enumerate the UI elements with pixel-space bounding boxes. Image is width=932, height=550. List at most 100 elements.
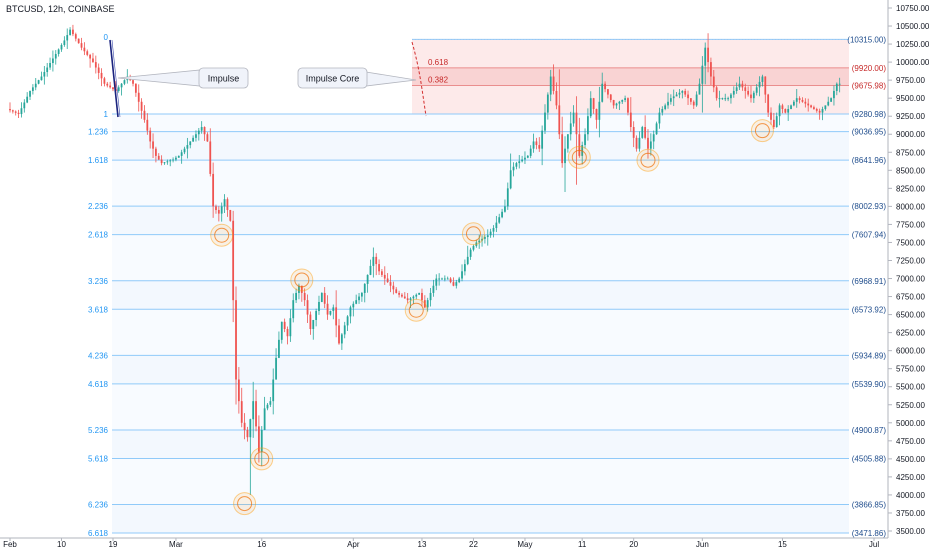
candle-body [698, 83, 701, 95]
candles [9, 24, 841, 495]
candle-body [80, 43, 83, 48]
retracement-arc [411, 41, 427, 117]
fib-bands [112, 113, 849, 534]
price-tick-label: 7250.00 [896, 256, 925, 265]
candle-body [775, 116, 778, 128]
candle-body [89, 54, 92, 59]
candle-body [575, 112, 578, 135]
candle-body [372, 256, 375, 266]
candle-body [37, 80, 40, 84]
circled-point-halo [567, 145, 591, 169]
candle-body [472, 246, 475, 250]
candle-body [392, 285, 395, 290]
candle-body [710, 62, 712, 77]
candle-body [255, 401, 257, 427]
fib-ratio-label: 2.236 [88, 202, 109, 211]
price-tick-label: 9250.00 [896, 112, 925, 121]
candle-body [592, 98, 595, 109]
candle-body [103, 78, 106, 84]
candle-body [363, 283, 366, 293]
candle-body [518, 161, 521, 164]
candle-body [764, 76, 767, 95]
candle-body [286, 329, 289, 337]
candle-body [432, 285, 435, 293]
fib-band [112, 355, 849, 384]
fib-ratio-label: 3.236 [88, 277, 109, 286]
price-tick-label: 4000.00 [896, 491, 925, 500]
price-axis[interactable]: 10750.00 10500.00 10250.00 10000.00 9750.00 9… [887, 0, 930, 538]
candle-body [455, 282, 458, 286]
candle-body [197, 130, 200, 135]
price-tick-label: 7750.00 [896, 220, 925, 229]
candle-body [295, 292, 297, 301]
price-tick-label: 4500.00 [896, 455, 925, 464]
candle-body [23, 102, 26, 109]
circled-point-halo [290, 268, 314, 292]
candle-body [163, 162, 166, 164]
candle-body [587, 116, 589, 135]
circled-point-halo [210, 223, 234, 247]
candle-body [652, 134, 655, 142]
fib-value-label: (6573.92) [852, 305, 887, 314]
circled-points [210, 119, 774, 516]
impulse-leg-shadow [111, 39, 121, 118]
price-tick-label: 7500.00 [896, 238, 925, 247]
price-tick-label: 9000.00 [896, 130, 925, 139]
time-axis[interactable]: Feb 10 19 Mar 16 Apr 13 22 May 11 20 Jun 15 Jul [0, 537, 888, 549]
candle-body [109, 85, 112, 88]
circled-point-ring [254, 451, 270, 467]
time-tick-label: 22 [469, 540, 478, 549]
circled-point-halo [404, 298, 428, 322]
candle-body [166, 161, 169, 163]
candle-body [730, 94, 732, 99]
circled-point-halo [636, 148, 660, 172]
candle-body [349, 307, 352, 317]
fib-band [112, 131, 849, 161]
candle-body [318, 301, 320, 311]
candle-body [598, 101, 601, 120]
candle-body [369, 265, 372, 275]
candle-body [398, 292, 400, 295]
candle-body [209, 141, 212, 174]
fib-band [112, 309, 849, 356]
fib-ratio-label: 6.236 [88, 501, 109, 510]
fib-value-label: (10315.00) [847, 35, 886, 44]
candle-body [92, 58, 94, 63]
candle-body [758, 81, 761, 88]
impulse-core-callout-box [297, 67, 368, 89]
candle-body [835, 83, 838, 91]
price-tick-label: 4750.00 [896, 437, 925, 446]
candle-body [692, 101, 695, 106]
candle-body [406, 298, 409, 301]
candle-body [690, 98, 692, 102]
candle-body [569, 123, 572, 135]
candle-body [389, 282, 392, 286]
candle-body [386, 278, 389, 283]
candle-body [747, 90, 750, 95]
candle-body [578, 134, 581, 156]
candle-body [446, 278, 449, 280]
candle-body [544, 112, 546, 131]
impulse-callout-box [198, 67, 249, 89]
retracement-ratio-label: 0.618 [428, 58, 449, 67]
fib-ratio-label: 6.618 [88, 529, 109, 538]
candle-body [346, 316, 349, 326]
candle-body [515, 163, 518, 167]
candle-body [675, 94, 678, 97]
candle-body [300, 285, 303, 293]
candle-body [478, 240, 481, 243]
price-tick-label: 3500.00 [896, 527, 925, 536]
candle-body [638, 137, 641, 149]
fib-band [112, 160, 849, 207]
candle-body [86, 51, 89, 55]
candle-body [292, 300, 295, 319]
candle-body [323, 292, 326, 304]
candle-body [60, 44, 63, 50]
candle-body [761, 76, 764, 82]
candle-body [604, 83, 606, 90]
candle-body [237, 379, 240, 402]
candle-body [226, 199, 229, 210]
candle-body [52, 58, 54, 64]
candle-body [97, 67, 100, 73]
